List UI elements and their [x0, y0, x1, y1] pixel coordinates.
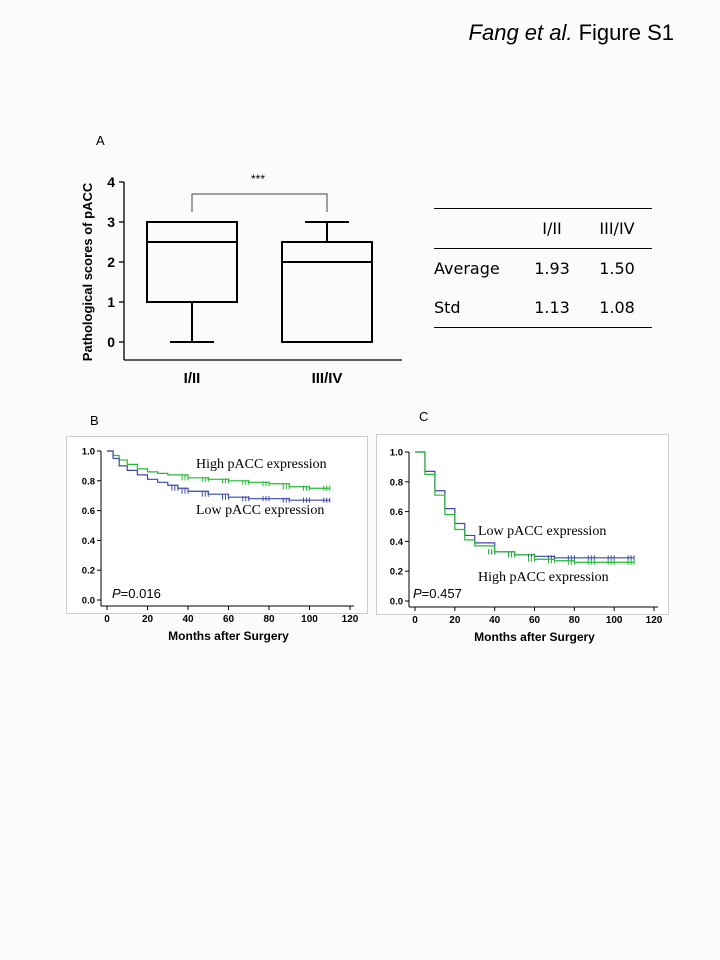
- panel-label-c: C: [419, 409, 429, 424]
- boxplot-y-tick-label: 1: [107, 294, 115, 310]
- significance-bracket: [191, 193, 328, 212]
- km-y-tick-label: 0.8: [82, 476, 95, 487]
- table-cell: 1.08: [582, 288, 652, 328]
- km-y-tick-label: 0.6: [82, 506, 95, 517]
- table-header-cell: III/IV: [582, 208, 652, 249]
- boxplot-group-label: I/II: [184, 370, 201, 387]
- km-b-pvalue-prefix: P: [112, 586, 121, 601]
- figure-title: Fang et al. Figure S1: [469, 20, 674, 46]
- boxplot-ylabel: Pathological scores of pACC: [80, 182, 95, 361]
- boxplot-significance: ***: [251, 172, 265, 186]
- km-x-tick-label: 40: [182, 614, 194, 625]
- km-x-tick-label: 20: [142, 614, 154, 625]
- table-row-label: Average: [434, 259, 500, 278]
- table-row: Average 1.93 1.50: [434, 249, 652, 289]
- table-cell: 1.93: [534, 259, 570, 278]
- km-x-tick-label: 40: [489, 615, 501, 626]
- km-b-pvalue-number: =0.016: [120, 586, 161, 601]
- km-y-tick-label: 0.4: [390, 537, 404, 548]
- km-c-legend-high: High pACC expression: [478, 570, 609, 585]
- km-survival-curve: [107, 450, 330, 501]
- boxplot-group-label: III/IV: [312, 370, 343, 387]
- km-x-axis-label: Months after Surgery: [474, 630, 595, 644]
- figure-authors: Fang et al.: [468, 20, 573, 45]
- km-survival-curve: [415, 451, 635, 563]
- km-y-tick-label: 0.6: [390, 507, 403, 518]
- km-x-tick-label: 80: [263, 614, 275, 625]
- km-c-pvalue-prefix: P: [413, 586, 422, 601]
- km-x-tick-label: 120: [342, 614, 359, 625]
- stats-table: I/II III/IV Average 1.93 1.50 Std 1.13 1…: [434, 208, 652, 328]
- table-row-label: Std: [434, 288, 522, 328]
- km-y-tick-label: 0.2: [82, 566, 95, 577]
- figure-number: Figure S1: [578, 20, 674, 45]
- panel-label-b: B: [90, 413, 99, 428]
- km-survival-curve: [107, 450, 330, 489]
- table-header-row: I/II III/IV: [434, 208, 652, 249]
- km-b-pvalue: P=0.016: [112, 586, 161, 601]
- km-c-pvalue: P=0.457: [413, 586, 462, 601]
- panel-label-a: A: [96, 133, 105, 148]
- km-y-tick-label: 0.4: [82, 536, 96, 547]
- km-c-pvalue-number: =0.457: [421, 586, 462, 601]
- km-y-tick-label: 1.0: [390, 448, 403, 459]
- boxplot-y-tick-label: 0: [107, 334, 115, 350]
- boxplot-box: [281, 241, 373, 343]
- km-x-tick-label: 100: [606, 615, 623, 626]
- km-y-tick-label: 0.8: [390, 477, 403, 488]
- km-y-tick-label: 0.0: [82, 596, 95, 607]
- km-x-tick-label: 0: [104, 614, 110, 625]
- km-x-tick-label: 0: [412, 615, 418, 626]
- km-x-tick-label: 100: [301, 614, 318, 625]
- table-header-blank: [434, 208, 522, 249]
- km-x-tick-label: 120: [646, 615, 663, 626]
- table-header-cell: I/II: [522, 208, 582, 249]
- table-cell: 1.50: [599, 259, 635, 278]
- km-y-tick-label: 0.2: [390, 567, 403, 578]
- table-row: Std 1.13 1.08: [434, 288, 652, 328]
- km-plot-b-frame: [66, 436, 368, 614]
- boxplot-y-tick-label: 4: [107, 174, 115, 190]
- km-b-legend-low: Low pACC expression: [196, 503, 325, 518]
- km-y-tick-label: 1.0: [82, 447, 95, 458]
- km-x-tick-label: 60: [223, 614, 235, 625]
- km-x-tick-label: 80: [569, 615, 581, 626]
- boxplot-y-tick-label: 2: [107, 254, 115, 270]
- boxplot-y-tick-label: 3: [107, 214, 115, 230]
- km-x-tick-label: 60: [529, 615, 541, 626]
- km-c-legend-low: Low pACC expression: [478, 524, 607, 539]
- km-survival-curve: [415, 451, 635, 559]
- km-x-tick-label: 20: [449, 615, 461, 626]
- boxplot-box: [146, 221, 238, 303]
- km-y-tick-label: 0.0: [390, 597, 403, 608]
- km-b-legend-high: High pACC expression: [196, 457, 327, 472]
- km-x-axis-label: Months after Surgery: [168, 629, 289, 643]
- table-cell: 1.13: [522, 288, 582, 328]
